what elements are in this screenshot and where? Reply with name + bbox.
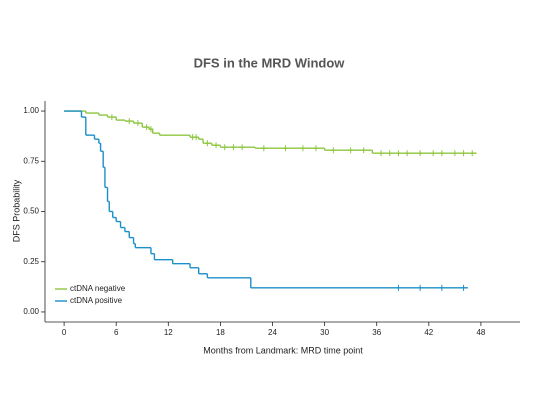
x-tick-label: 6 xyxy=(114,328,119,337)
censor-mark xyxy=(283,145,289,152)
censor-mark xyxy=(239,144,245,151)
x-tick-label: 18 xyxy=(216,328,225,337)
censor-mark xyxy=(417,284,423,291)
censor-mark xyxy=(395,284,401,291)
censor-mark xyxy=(417,150,423,157)
censor-mark xyxy=(148,126,154,133)
censor-mark xyxy=(144,124,150,131)
censor-mark xyxy=(348,147,354,154)
censor-mark xyxy=(213,142,219,149)
censor-mark xyxy=(461,284,467,291)
censor-mark xyxy=(135,120,141,127)
censor-mark xyxy=(430,150,436,157)
y-tick-label: 1.00 xyxy=(23,106,39,115)
x-tick-label: 48 xyxy=(476,328,485,337)
legend-label: ctDNA positive xyxy=(70,296,123,305)
censor-mark xyxy=(109,114,115,121)
censor-mark xyxy=(330,147,336,154)
y-tick-label: 0.75 xyxy=(23,156,39,165)
censor-mark xyxy=(204,140,210,147)
y-tick-label: 0.50 xyxy=(23,207,39,216)
x-tick-label: 36 xyxy=(372,328,381,337)
x-axis-label: Months from Landmark: MRD time point xyxy=(203,345,363,355)
censor-mark xyxy=(222,144,228,151)
censor-mark xyxy=(313,145,319,152)
censor-mark xyxy=(452,150,458,157)
censor-mark xyxy=(395,150,401,157)
censor-mark xyxy=(261,145,267,152)
censor-mark xyxy=(439,150,445,157)
censor-mark xyxy=(461,150,467,157)
legend-label: ctDNA negative xyxy=(70,284,126,293)
censor-mark xyxy=(469,150,475,157)
x-tick-label: 24 xyxy=(268,328,277,337)
censor-mark xyxy=(439,284,445,291)
censor-mark xyxy=(230,144,236,151)
y-axis-label: DFS Probability xyxy=(11,179,21,242)
x-tick-label: 0 xyxy=(62,328,67,337)
y-tick-label: 0.00 xyxy=(23,307,39,316)
y-tick-label: 0.25 xyxy=(23,257,39,266)
censor-mark xyxy=(378,150,384,157)
x-tick-label: 42 xyxy=(424,328,433,337)
censor-mark xyxy=(126,118,132,125)
x-tick-label: 12 xyxy=(164,328,173,337)
censor-mark xyxy=(404,150,410,157)
x-tick-label: 30 xyxy=(320,328,329,337)
censor-mark xyxy=(361,147,367,154)
chart-title: DFS in the MRD Window xyxy=(194,55,346,70)
censor-mark xyxy=(387,150,393,157)
censor-mark xyxy=(300,145,306,152)
censor-mark xyxy=(193,134,199,141)
